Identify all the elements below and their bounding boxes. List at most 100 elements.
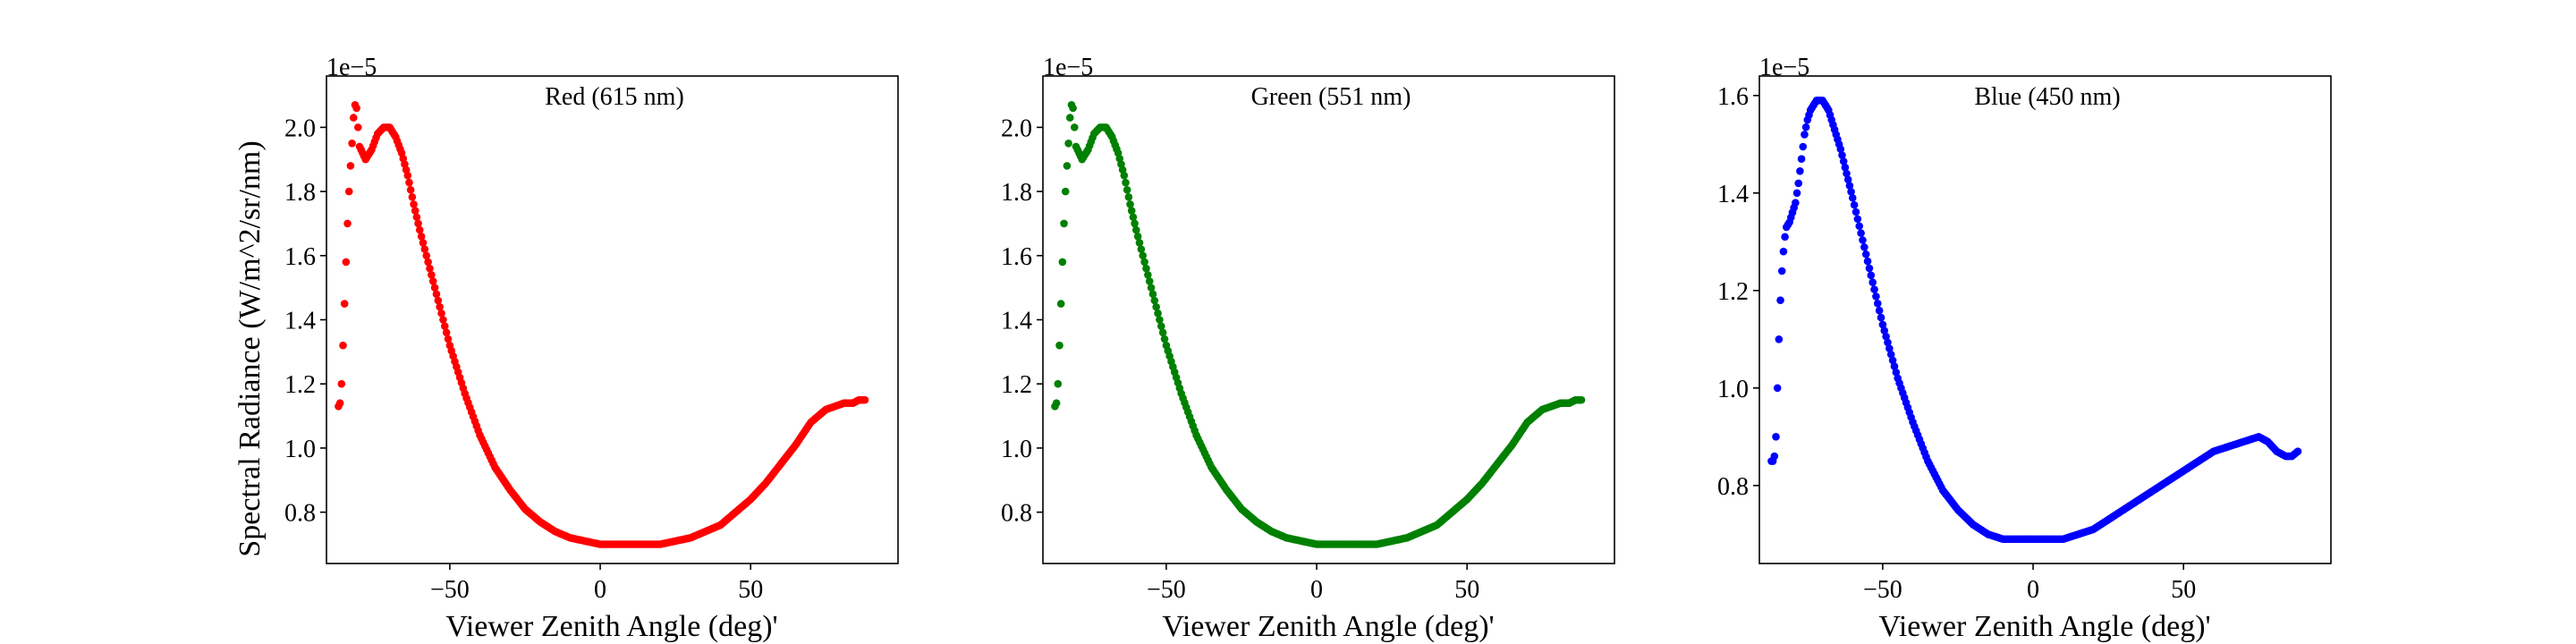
data-point [1865, 264, 1874, 273]
data-point [1847, 188, 1855, 196]
data-point [1065, 114, 1074, 122]
data-point [1056, 300, 1065, 308]
data-point [434, 296, 443, 305]
data-point [1794, 179, 1803, 188]
data-point [2293, 447, 2302, 455]
ticks: −50 0 50 0.8 1.0 1.2 1.4 1.6 [1717, 83, 2196, 604]
data-point [1054, 379, 1063, 388]
y-tick-label: 1.2 [1001, 371, 1032, 399]
data-point [442, 328, 451, 337]
x-tick-label: 50 [2171, 576, 2196, 604]
y-tick-label: 2.0 [1001, 114, 1032, 142]
data-point [1888, 356, 1897, 365]
data-point [1061, 187, 1070, 196]
data-point [339, 341, 347, 350]
y-tick-label: 1.2 [284, 371, 316, 399]
data-point [1131, 225, 1140, 234]
data-point [1845, 182, 1854, 190]
y-tick-label: 1.8 [1001, 179, 1032, 207]
data-point [1144, 271, 1152, 279]
data-point [1875, 306, 1884, 315]
data-point [1055, 341, 1063, 350]
data-point [1770, 452, 1779, 461]
data-point [1122, 178, 1130, 187]
data-point [1140, 258, 1148, 267]
y-tick-label: 0.8 [1001, 500, 1032, 528]
y-offset-label: 1e−5 [1043, 54, 1093, 81]
data-point [1772, 433, 1780, 441]
data-point [860, 395, 869, 404]
data-point [430, 284, 439, 292]
x-tick-label: −50 [1863, 576, 1902, 604]
data-point [1071, 123, 1079, 131]
x-tick-label: 0 [1310, 576, 1323, 604]
y-tick-label: 1.4 [284, 308, 316, 335]
data-point [1878, 320, 1887, 329]
data-point [426, 264, 434, 273]
data-point [1880, 326, 1889, 335]
data-point [1841, 163, 1850, 172]
data-point [403, 171, 412, 180]
data-point [1872, 292, 1880, 301]
y-tick-label: 1.0 [284, 436, 316, 463]
data-point [346, 162, 355, 170]
data-point [1779, 247, 1788, 256]
data-point [1052, 399, 1061, 408]
data-point [1836, 145, 1845, 154]
data-point [1120, 171, 1129, 180]
data-point [337, 379, 346, 388]
data-point [1843, 169, 1851, 178]
data-point [344, 187, 353, 196]
y-tick-label: 1.0 [1001, 436, 1032, 463]
data-point [437, 309, 445, 318]
data-point [1139, 251, 1148, 260]
panel-blue: 1e−5 Blue (450 nm) −50 0 50 0.8 1.0 1.2 1.4 1.6… [1717, 54, 2332, 643]
data-point [1792, 189, 1801, 198]
data-point [1870, 285, 1878, 293]
data-point [414, 219, 422, 228]
panel-title: Green (551 nm) [1251, 83, 1411, 111]
data-point [1148, 290, 1157, 299]
x-tick-label: 50 [1454, 576, 1479, 604]
data-point [1797, 155, 1806, 163]
data-point [1867, 271, 1876, 280]
data-series [1051, 100, 1586, 548]
x-axis-label: Viewer Zenith Angle (deg)' [1878, 610, 2210, 643]
data-point [440, 322, 449, 330]
data-point [1577, 395, 1586, 404]
data-point [1131, 219, 1139, 228]
x-tick-label: −50 [1147, 576, 1186, 604]
data-point [1150, 296, 1159, 305]
data-point [444, 335, 453, 343]
data-point [419, 239, 428, 247]
data-point [422, 251, 431, 260]
data-point [352, 104, 360, 113]
data-point [1850, 200, 1859, 209]
data-series [335, 100, 869, 548]
x-tick-label: 0 [2027, 576, 2039, 604]
data-point [428, 271, 436, 279]
data-point [1799, 142, 1808, 151]
y-offset-label: 1e−5 [326, 54, 377, 81]
data-point [1137, 245, 1146, 253]
y-tick-label: 1.8 [284, 179, 316, 207]
data-point [1069, 104, 1077, 113]
x-tick-label: 50 [738, 576, 763, 604]
data-point [1848, 193, 1857, 202]
data-point [354, 123, 362, 131]
data-point [1839, 157, 1848, 165]
data-point [1855, 222, 1864, 231]
y-tick-label: 1.6 [1717, 83, 1749, 111]
data-point [1147, 284, 1156, 292]
data-point [410, 200, 418, 208]
data-point [340, 300, 349, 308]
data-point [406, 185, 415, 194]
data-point [1126, 200, 1134, 208]
x-tick-label: 0 [594, 576, 606, 604]
data-point [1123, 185, 1131, 194]
data-point [1142, 264, 1150, 273]
data-point [1890, 362, 1899, 370]
data-point [439, 316, 447, 324]
data-point [1860, 243, 1868, 251]
data-point [1157, 322, 1165, 330]
